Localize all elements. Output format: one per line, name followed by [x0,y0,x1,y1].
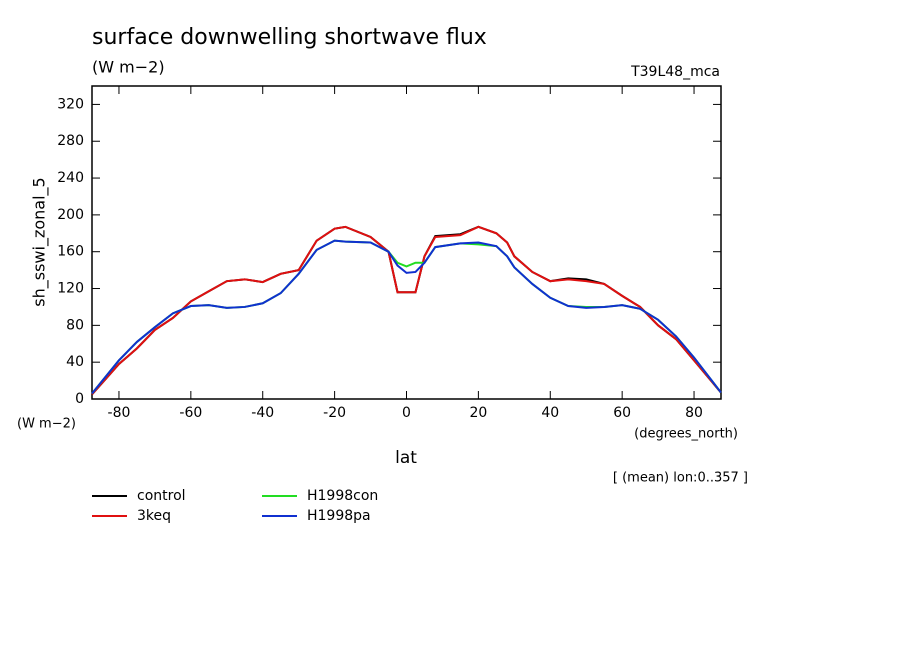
y-tick-label: 120 [57,281,84,297]
x-axis-label: lat [395,448,417,468]
x-tick-label: -20 [323,405,346,421]
y-tick-label: 320 [57,96,84,112]
y-units: (W m−2) [17,417,76,432]
y-axis-label: sh_sswi_zonal_5 [30,177,50,306]
chart-title: surface downwelling shortwave flux [92,25,487,50]
x-tick-label: 60 [613,405,631,421]
x-tick-label: -60 [179,405,202,421]
y-tick-label: 40 [66,354,84,370]
y-tick-label: 80 [66,317,84,333]
legend-label: H1998pa [307,508,371,524]
y-tick-label: 240 [57,170,84,186]
x-tick-label: -80 [108,405,131,421]
series-line [91,225,722,396]
annotation: [ (mean) lon:0..357 ] [613,471,748,486]
y-tick-label: 200 [57,207,84,223]
y-tick-label: 160 [57,244,84,260]
x-tick-label: 20 [469,405,487,421]
x-tick-label: 40 [541,405,559,421]
x-units: (degrees_north) [634,427,738,442]
x-tick-label: -40 [251,405,274,421]
run-label: T39L48_mca [630,64,720,80]
series-line [91,239,722,395]
y-tick-label: 280 [57,133,84,149]
x-tick-label: 0 [402,405,411,421]
y-tick-label: 0 [75,391,84,407]
legend-label: H1998con [307,488,378,504]
x-tick-label: 80 [685,405,703,421]
legend-label: 3keq [137,508,171,524]
legend-label: control [137,488,186,504]
subtitle: (W m−2) [92,58,165,77]
